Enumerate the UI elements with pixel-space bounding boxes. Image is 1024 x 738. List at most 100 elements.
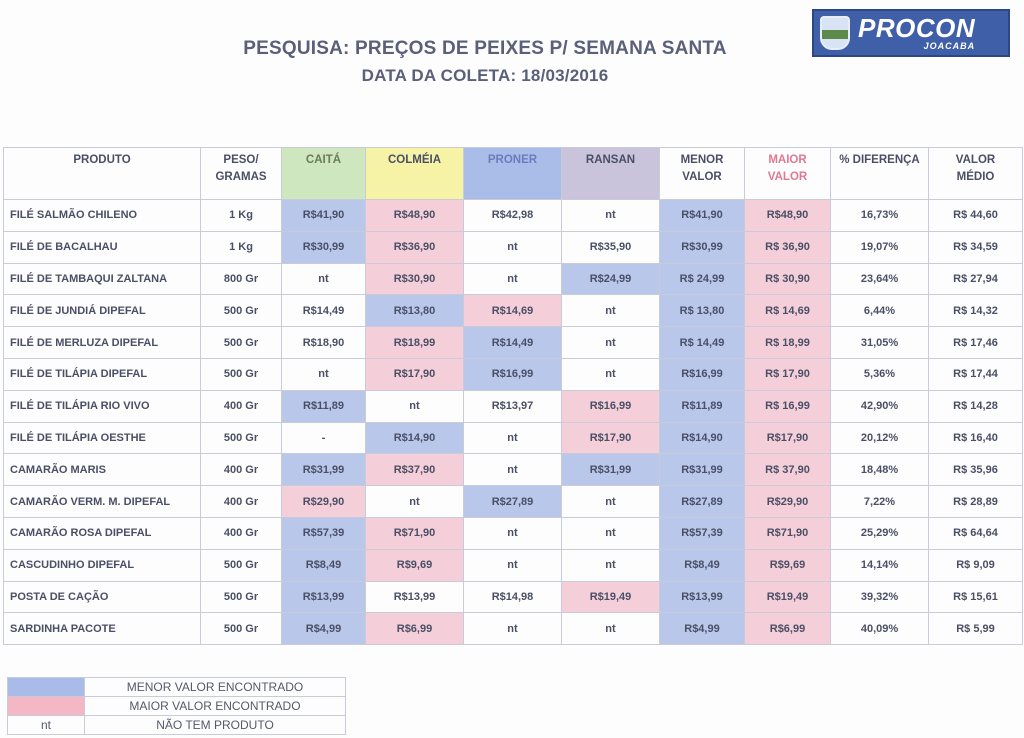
cell-proner: nt — [463, 548, 562, 582]
legend-key-nt: nt — [7, 715, 85, 735]
cell-caita: R$11,89 — [281, 389, 366, 423]
cell-maior: R$19,49 — [744, 580, 831, 614]
cell-colmeia: R$48,90 — [365, 199, 464, 232]
cell-medio: R$ 15,61 — [928, 580, 1023, 614]
cell-medio: R$ 28,89 — [928, 485, 1023, 518]
cell-maior: R$48,90 — [744, 199, 831, 232]
cell-proner: R$13,97 — [463, 389, 562, 423]
cell-medio: R$ 5,99 — [928, 612, 1023, 646]
cell-ransan: R$31,99 — [561, 453, 660, 487]
cell-maior: R$ 17,90 — [744, 357, 831, 391]
coat-of-arms-icon — [820, 16, 850, 50]
cell-produto: FILÉ DE TAMBAQUI ZALTANA — [3, 262, 201, 296]
cell-medio: R$ 16,40 — [928, 421, 1023, 455]
cell-colmeia: R$6,99 — [365, 612, 464, 646]
cell-maior: R$ 36,90 — [744, 230, 831, 264]
cell-caita: R$29,90 — [281, 485, 366, 518]
cell-produto: POSTA DE CAÇÃO — [3, 580, 201, 614]
cell-colmeia: R$14,90 — [365, 421, 464, 455]
cell-produto: CASCUDINHO DIPEFAL — [3, 548, 201, 582]
table-row: FILÉ DE TILÁPIA DIPEFAL 500 Gr nt R$17,90 R$… — [3, 357, 1023, 391]
cell-diferenca: 6,44% — [830, 294, 929, 328]
legend-label-lowest: MENOR VALOR ENCONTRADO — [84, 677, 346, 697]
header-menor-valor: MENOR VALOR — [659, 147, 745, 200]
legend-row-highest: MAIOR VALOR ENCONTRADO — [7, 696, 346, 716]
cell-peso: 500 Gr — [200, 612, 282, 646]
price-table: PRODUTO PESO/GRAMAS CAITÁ COLMÉIA PRONER… — [3, 147, 1023, 646]
cell-caita: R$30,99 — [281, 230, 366, 264]
header-ransan: RANSAN — [561, 147, 660, 200]
cell-diferenca: 39,32% — [830, 580, 929, 614]
cell-menor: R$ 24,99 — [659, 262, 745, 296]
cell-colmeia: R$30,90 — [365, 262, 464, 296]
cell-maior: R$ 18,99 — [744, 326, 831, 359]
cell-proner: nt — [463, 421, 562, 455]
procon-logo: PROCON JOACABA — [812, 9, 1010, 57]
cell-produto: FILÉ DE TILÁPIA DIPEFAL — [3, 357, 201, 391]
cell-menor: R$ 13,80 — [659, 294, 745, 328]
header-colmeia: COLMÉIA — [365, 147, 464, 200]
cell-proner: R$42,98 — [463, 199, 562, 232]
cell-colmeia: nt — [365, 485, 464, 518]
legend-label-highest: MAIOR VALOR ENCONTRADO — [84, 696, 346, 716]
cell-caita: R$18,90 — [281, 326, 366, 359]
table-row: FILÉ DE TAMBAQUI ZALTANA 800 Gr nt R$30,90 n… — [3, 262, 1023, 296]
cell-menor: R$16,99 — [659, 357, 745, 391]
table-row: CAMARÃO VERM. M. DIPEFAL 400 Gr R$29,90 nt R… — [3, 485, 1023, 518]
cell-produto: FILÉ DE MERLUZA DIPEFAL — [3, 326, 201, 359]
legend-label-nt: NÃO TEM PRODUTO — [84, 715, 346, 735]
cell-medio: R$ 17,46 — [928, 326, 1023, 359]
cell-colmeia: R$13,99 — [365, 580, 464, 614]
cell-menor: R$31,99 — [659, 453, 745, 487]
cell-caita: nt — [281, 357, 366, 391]
table-row: SARDINHA PACOTE 500 Gr R$4,99 R$6,99 nt nt R$4… — [3, 612, 1023, 646]
cell-diferenca: 5,36% — [830, 357, 929, 391]
cell-menor: R$8,49 — [659, 548, 745, 582]
cell-caita: - — [281, 421, 366, 455]
cell-menor: R$41,90 — [659, 199, 745, 232]
cell-maior: R$9,69 — [744, 548, 831, 582]
legend: MENOR VALOR ENCONTRADO MAIOR VALOR ENCON… — [7, 677, 346, 735]
cell-produto: FILÉ SALMÃO CHILENO — [3, 199, 201, 232]
cell-ransan: nt — [561, 326, 660, 359]
header-produto: PRODUTO — [3, 147, 201, 200]
cell-ransan: nt — [561, 612, 660, 646]
cell-peso: 500 Gr — [200, 326, 282, 359]
cell-menor: R$57,39 — [659, 516, 745, 550]
cell-diferenca: 14,14% — [830, 548, 929, 582]
cell-maior: R$ 16,99 — [744, 389, 831, 423]
legend-swatch-lowest — [7, 677, 85, 697]
cell-medio: R$ 34,59 — [928, 230, 1023, 264]
table-row: FILÉ DE JUNDIÁ DIPEFAL 500 Gr R$14,49 R$13,… — [3, 294, 1023, 328]
table-header-row: PRODUTO PESO/GRAMAS CAITÁ COLMÉIA PRONER… — [3, 147, 1023, 200]
cell-caita: R$4,99 — [281, 612, 366, 646]
cell-produto: CAMARÃO VERM. M. DIPEFAL — [3, 485, 201, 518]
collection-date: DATA DA COLETA: 18/03/2016 — [361, 66, 609, 85]
cell-produto: CAMARÃO ROSA DIPEFAL — [3, 516, 201, 550]
cell-maior: R$17,90 — [744, 421, 831, 455]
cell-colmeia: R$18,99 — [365, 326, 464, 359]
legend-swatch-highest — [7, 696, 85, 716]
table-row: POSTA DE CAÇÃO 500 Gr R$13,99 R$13,99 R$14,9… — [3, 580, 1023, 614]
header-caita: CAITÁ — [281, 147, 366, 200]
cell-diferenca: 19,07% — [830, 230, 929, 264]
cell-produto: SARDINHA PACOTE — [3, 612, 201, 646]
header-peso: PESO/GRAMAS — [200, 147, 282, 200]
table-row: CASCUDINHO DIPEFAL 500 Gr R$8,49 R$9,69 nt nt… — [3, 548, 1023, 582]
cell-peso: 500 Gr — [200, 357, 282, 391]
table-row: CAMARÃO ROSA DIPEFAL 400 Gr R$57,39 R$71,90… — [3, 516, 1023, 550]
cell-maior: R$29,90 — [744, 485, 831, 518]
cell-medio: R$ 14,32 — [928, 294, 1023, 328]
cell-diferenca: 16,73% — [830, 199, 929, 232]
cell-produto: FILÉ DE TILÁPIA OESTHE — [3, 421, 201, 455]
table-row: FILÉ SALMÃO CHILENO 1 Kg R$41,90 R$48,90 R$4… — [3, 199, 1023, 232]
cell-maior: R$ 30,90 — [744, 262, 831, 296]
cell-diferenca: 25,29% — [830, 516, 929, 550]
cell-caita: R$13,99 — [281, 580, 366, 614]
cell-proner: nt — [463, 516, 562, 550]
cell-produto: FILÉ DE BACALHAU — [3, 230, 201, 264]
cell-proner: R$27,89 — [463, 485, 562, 518]
cell-diferenca: 18,48% — [830, 453, 929, 487]
cell-ransan: R$19,49 — [561, 580, 660, 614]
cell-proner: nt — [463, 230, 562, 264]
